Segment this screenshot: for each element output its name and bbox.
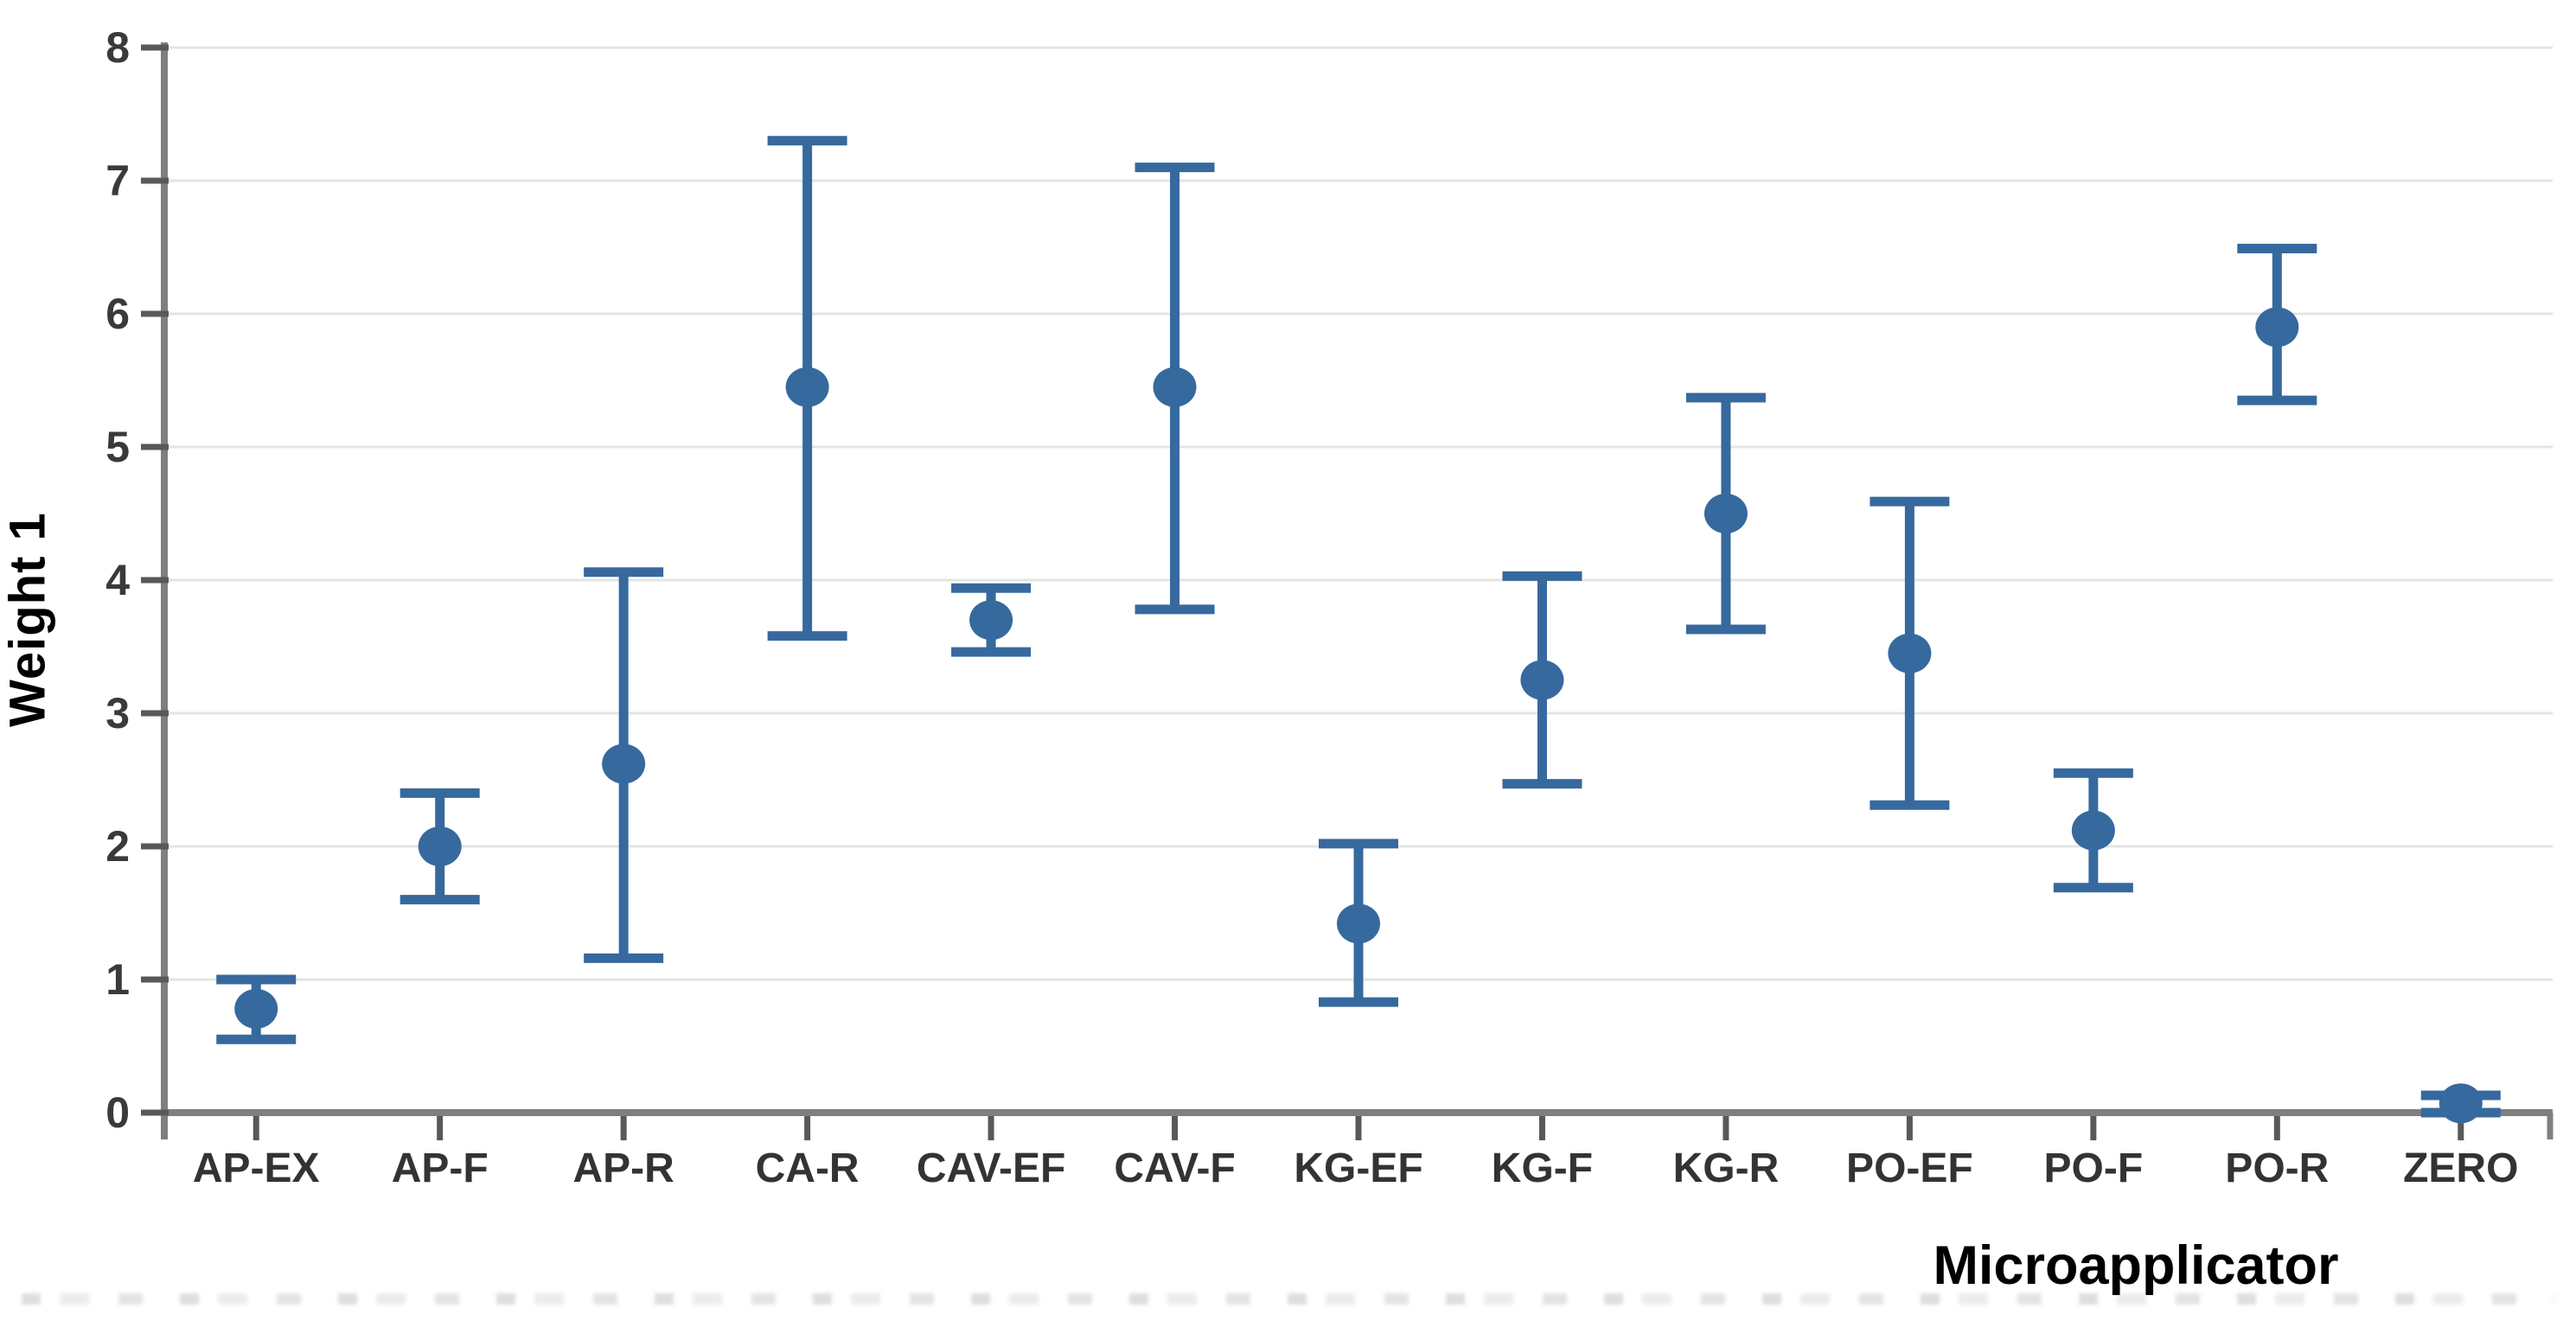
x-tick-label: KG-R xyxy=(1673,1146,1780,1191)
mean-point xyxy=(1703,494,1748,533)
mean-point xyxy=(2255,307,2299,348)
mean-point xyxy=(418,826,462,866)
x-tick-label: KG-EF xyxy=(1294,1146,1422,1191)
mean-point xyxy=(969,600,1013,641)
y-tick-label: 1 xyxy=(105,955,130,1004)
x-tick-label: PO-EF xyxy=(1846,1146,1973,1191)
y-tick-label: 7 xyxy=(105,156,130,205)
mean-point xyxy=(1888,633,1932,673)
mean-point xyxy=(1337,903,1380,944)
mean-point xyxy=(2439,1083,2483,1124)
x-tick-label: PO-F xyxy=(2044,1146,2144,1191)
x-tick-label: CAV-EF xyxy=(917,1146,1065,1191)
x-axis-title: Microapplicator xyxy=(1933,1235,2339,1296)
y-tick-label: 5 xyxy=(105,423,130,471)
x-tick-label: AP-EX xyxy=(193,1146,320,1191)
mean-point xyxy=(2071,810,2115,851)
y-tick-label: 2 xyxy=(105,822,130,871)
y-tick-label: 0 xyxy=(105,1088,130,1137)
x-tick-label: AP-F xyxy=(392,1146,489,1191)
mean-point xyxy=(1153,367,1197,407)
y-tick-label: 4 xyxy=(105,556,130,604)
x-tick-label: PO-R xyxy=(2225,1146,2329,1191)
x-tick-label: CAV-F xyxy=(1114,1146,1235,1191)
mean-point xyxy=(785,367,829,407)
x-tick-label: ZERO xyxy=(2403,1146,2518,1191)
mean-point xyxy=(1520,660,1564,700)
y-tick-label: 8 xyxy=(105,23,130,72)
mean-point xyxy=(602,743,646,784)
x-tick-label: CA-R xyxy=(756,1146,860,1191)
x-tick-label: KG-F xyxy=(1492,1146,1593,1191)
cropped-text-artifact xyxy=(22,1293,2554,1305)
x-tick-label: AP-R xyxy=(572,1146,674,1191)
mean-point xyxy=(234,988,278,1029)
y-tick-label: 3 xyxy=(105,689,130,737)
y-tick-label: 6 xyxy=(105,290,130,338)
